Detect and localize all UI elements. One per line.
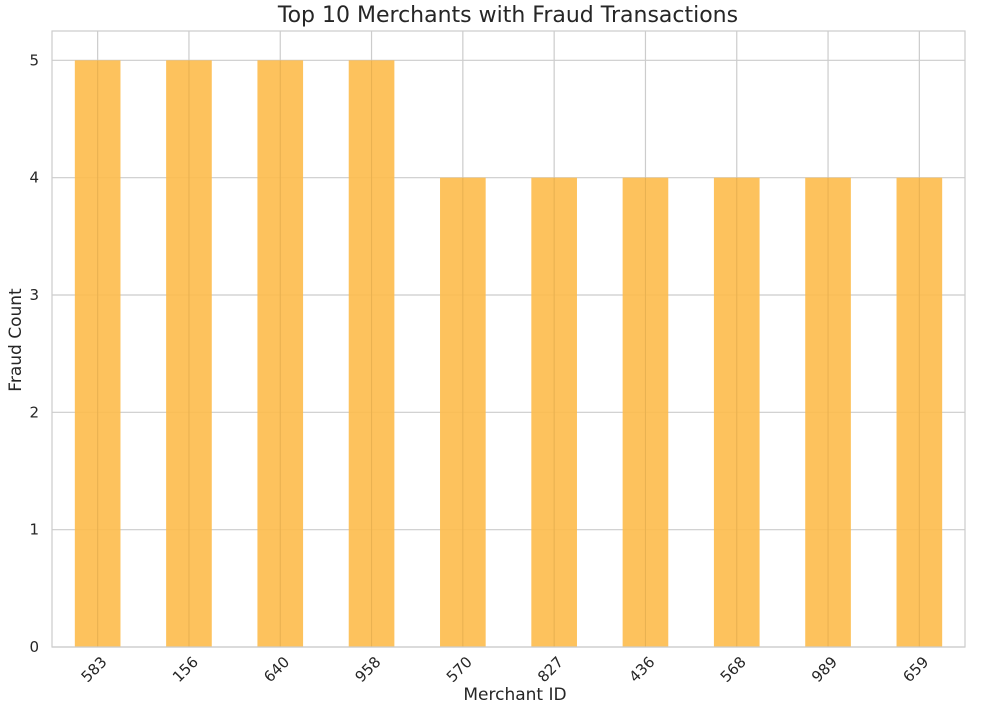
y-tick-label: 1 <box>29 521 39 539</box>
x-tick-labels: 583 156 640 958 570 827 436 568 989 659 <box>78 653 933 686</box>
x-tick-label: 570 <box>443 653 476 686</box>
y-tick-label: 5 <box>29 51 39 69</box>
x-tick-label: 156 <box>169 653 202 686</box>
bar-layer <box>74 60 943 648</box>
y-axis-label: Fraud Count <box>6 288 26 392</box>
x-tick-label: 659 <box>899 653 932 686</box>
y-tick-label: 4 <box>29 169 39 187</box>
x-tick-label: 640 <box>260 653 293 686</box>
y-tick-label: 3 <box>29 286 39 304</box>
chart-title: Top 10 Merchants with Fraud Transactions <box>277 3 738 28</box>
x-tick-label: 568 <box>717 653 750 686</box>
x-tick-label: 436 <box>625 653 658 686</box>
y-tick-label: 2 <box>29 403 39 421</box>
x-tick-label: 958 <box>352 653 385 686</box>
x-tick-label: 583 <box>78 653 111 686</box>
x-axis-label: Merchant ID <box>463 685 566 705</box>
plot-frame <box>51 30 966 648</box>
y-tick-labels: 0 1 2 3 4 5 <box>29 51 39 656</box>
x-tick-label: 827 <box>534 653 567 686</box>
x-tick-label: 989 <box>808 653 841 686</box>
y-tick-label: 0 <box>29 638 39 656</box>
